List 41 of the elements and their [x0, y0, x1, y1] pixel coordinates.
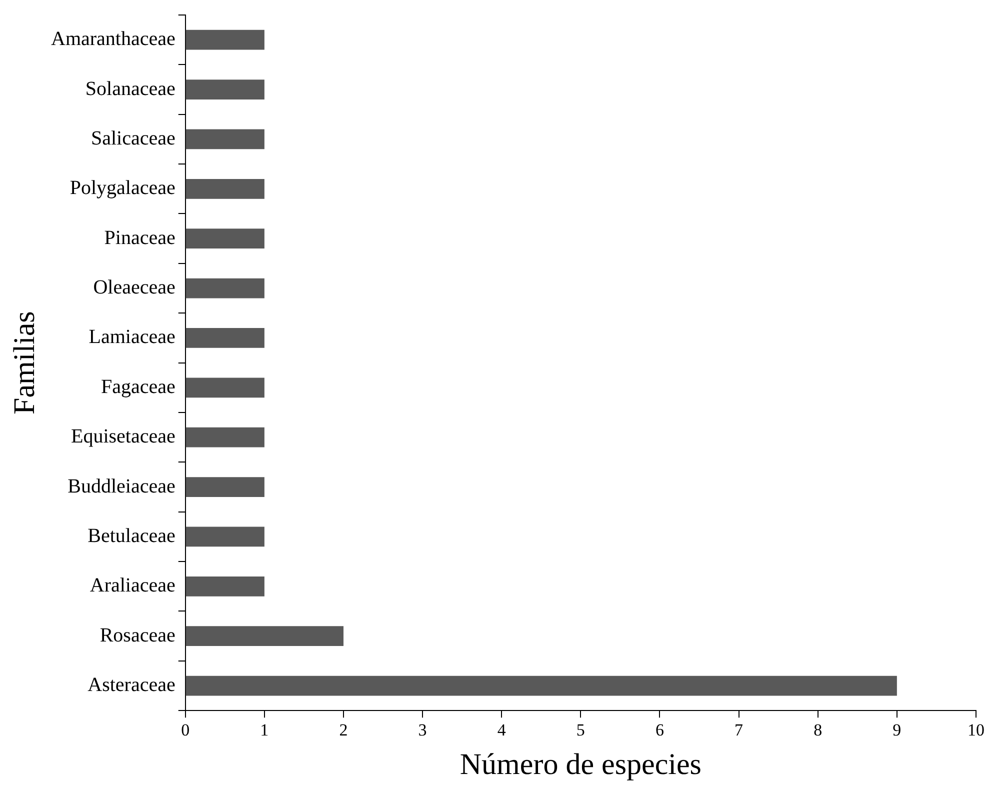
bar	[186, 129, 264, 150]
y-tick-label: Pinaceae	[104, 226, 176, 249]
y-tick-label: Buddleiaceae	[68, 475, 176, 498]
x-tick-label: 1	[260, 720, 269, 740]
x-tick-label: 2	[339, 720, 348, 740]
y-tick-label: Polygalaceae	[70, 177, 176, 200]
x-tick-label: 8	[814, 720, 822, 740]
x-tick-label: 0	[181, 720, 190, 740]
bar	[186, 228, 264, 249]
bar	[186, 328, 264, 348]
y-tick-label: Asteraceae	[88, 674, 176, 696]
y-tick-label: Oleaeceae	[93, 276, 176, 299]
y-axis-title: Familias	[8, 311, 41, 414]
y-tick-label: Araliaceae	[90, 574, 176, 597]
y-tick-label: Equisetaceae	[70, 426, 176, 448]
x-tick-label: 9	[892, 720, 902, 740]
y-tick-label: Fagaceae	[100, 376, 176, 398]
y-tick-label: Salicaceae	[90, 127, 176, 150]
bar	[186, 30, 264, 50]
bar	[186, 278, 264, 298]
bar	[186, 378, 264, 398]
bar	[186, 427, 264, 448]
x-tick-label: 5	[576, 720, 585, 740]
x-tick-label: 10	[968, 720, 984, 740]
x-tick-label: 3	[418, 720, 427, 740]
y-tick-label: Amaranthaceae	[50, 28, 176, 50]
x-tick-label: 6	[655, 720, 664, 740]
y-tick-label: Betulaceae	[88, 524, 176, 547]
y-tick-label: Rosaceae	[100, 624, 176, 646]
y-tick-label: Solanaceae	[85, 78, 176, 100]
bar	[186, 526, 264, 547]
bar	[186, 676, 897, 696]
bar	[186, 80, 264, 100]
y-tick-label: Lamiaceae	[88, 326, 176, 348]
x-axis-title: Número de especies	[460, 748, 702, 781]
bar	[186, 477, 264, 497]
bar	[186, 178, 264, 199]
x-tick-label: 4	[497, 720, 506, 740]
bar	[186, 626, 344, 646]
bar	[186, 576, 264, 596]
x-tick-label: 7	[734, 720, 744, 740]
